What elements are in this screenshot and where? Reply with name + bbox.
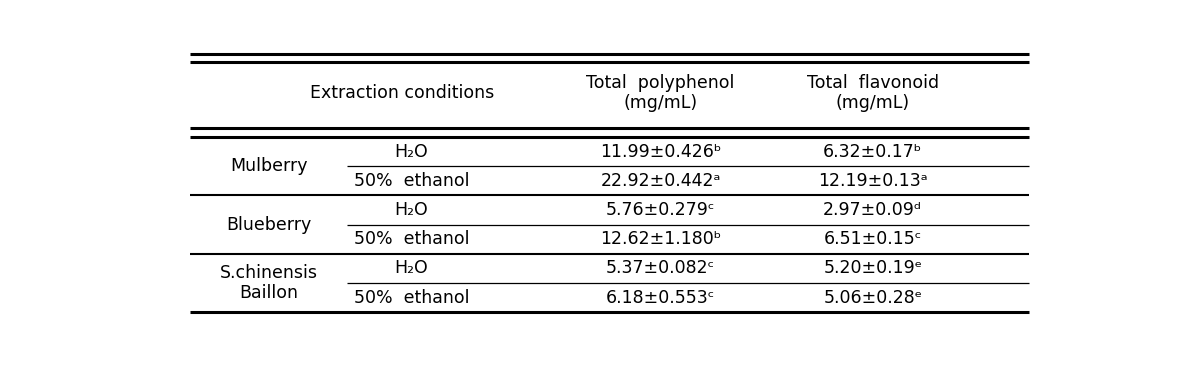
Text: Total  flavonoid
(mg/mL): Total flavonoid (mg/mL) — [807, 74, 939, 112]
Text: 5.20±0.19ᵉ: 5.20±0.19ᵉ — [823, 260, 922, 277]
Text: Blueberry: Blueberry — [226, 216, 312, 234]
Text: S.chinensis
Baillon: S.chinensis Baillon — [220, 264, 318, 303]
Text: 22.92±0.442ᵃ: 22.92±0.442ᵃ — [601, 172, 721, 190]
Text: 11.99±0.426ᵇ: 11.99±0.426ᵇ — [600, 143, 721, 161]
Text: 12.19±0.13ᵃ: 12.19±0.13ᵃ — [818, 172, 927, 190]
Text: 12.62±1.180ᵇ: 12.62±1.180ᵇ — [600, 230, 721, 248]
Text: 6.18±0.553ᶜ: 6.18±0.553ᶜ — [606, 289, 715, 307]
Text: 6.32±0.17ᵇ: 6.32±0.17ᵇ — [823, 143, 922, 161]
Text: H₂O: H₂O — [395, 143, 428, 161]
Text: 5.76±0.279ᶜ: 5.76±0.279ᶜ — [606, 201, 715, 219]
Text: H₂O: H₂O — [395, 201, 428, 219]
Text: 2.97±0.09ᵈ: 2.97±0.09ᵈ — [823, 201, 922, 219]
Text: 50%  ethanol: 50% ethanol — [353, 230, 469, 248]
Text: Mulberry: Mulberry — [230, 157, 307, 175]
Text: 50%  ethanol: 50% ethanol — [353, 289, 469, 307]
Text: 50%  ethanol: 50% ethanol — [353, 172, 469, 190]
Text: Total  polyphenol
(mg/mL): Total polyphenol (mg/mL) — [587, 74, 734, 112]
Text: 6.51±0.15ᶜ: 6.51±0.15ᶜ — [823, 230, 922, 248]
Text: 5.37±0.082ᶜ: 5.37±0.082ᶜ — [606, 260, 715, 277]
Text: 5.06±0.28ᵉ: 5.06±0.28ᵉ — [823, 289, 922, 307]
Text: Extraction conditions: Extraction conditions — [311, 84, 494, 102]
Text: H₂O: H₂O — [395, 260, 428, 277]
